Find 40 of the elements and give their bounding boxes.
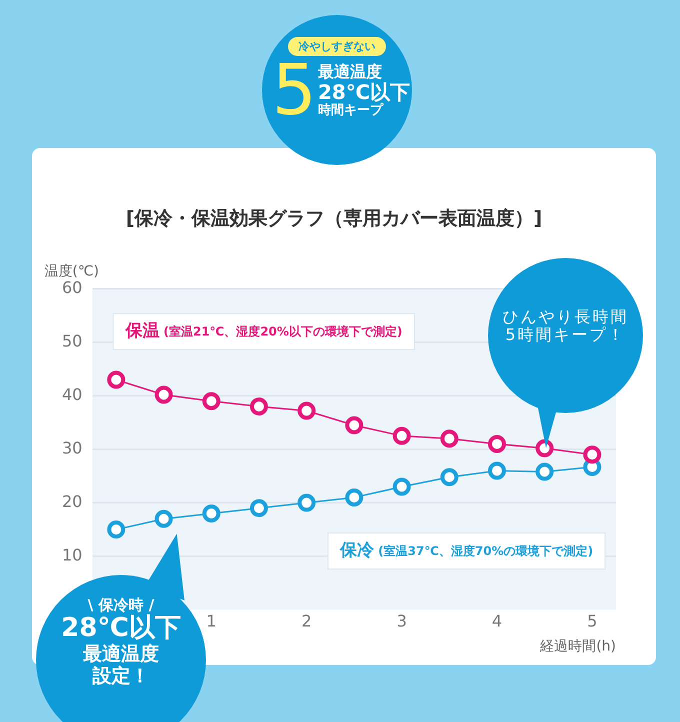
series-label: 保温 (室温21℃、湿度20%以下の環境下で測定) <box>124 321 402 342</box>
point <box>536 462 554 481</box>
x-tick-label: 3 <box>396 612 407 631</box>
text: 保冷 (室温37℃、湿度70%の環境下で測定) <box>339 540 594 560</box>
annotation: \ 保冷時 / <box>86 596 156 614</box>
point <box>298 494 316 512</box>
point <box>154 510 173 528</box>
point <box>583 446 602 464</box>
point <box>250 499 268 518</box>
annotation: ひんやり長時間 <box>502 307 630 326</box>
point <box>345 488 364 506</box>
y-tick-label: 10 <box>62 545 82 564</box>
y-tick-label: 50 <box>62 331 82 350</box>
point <box>154 386 173 404</box>
point <box>202 504 220 522</box>
x-tick-label: 1 <box>206 612 216 631</box>
annotation: 5時間キープ！ <box>504 325 627 345</box>
y-tick-label: 20 <box>62 492 82 511</box>
point <box>107 520 126 539</box>
y-axis-title: 温度(℃) <box>44 263 100 280</box>
point <box>250 398 268 416</box>
point <box>440 468 458 486</box>
point <box>536 439 554 458</box>
point <box>345 416 364 434</box>
y-tick-label: 60 <box>62 278 82 297</box>
x-tick-label: 5 <box>587 612 598 631</box>
point <box>488 462 506 480</box>
point <box>298 402 316 420</box>
point <box>440 430 458 448</box>
point <box>392 426 411 445</box>
point <box>107 370 126 389</box>
point <box>202 392 220 410</box>
x-tick-label: 2 <box>301 612 312 631</box>
y-tick-label: 40 <box>62 384 82 404</box>
chart-title: [保冷・保温効果グラフ（専用カバー表面温度）] <box>126 207 542 230</box>
x-axis-title: 経過時間(h) <box>539 638 616 654</box>
point <box>392 478 411 496</box>
y-tick-label: 30 <box>62 438 82 458</box>
point <box>488 434 506 453</box>
x-tick-label: 4 <box>492 612 502 631</box>
